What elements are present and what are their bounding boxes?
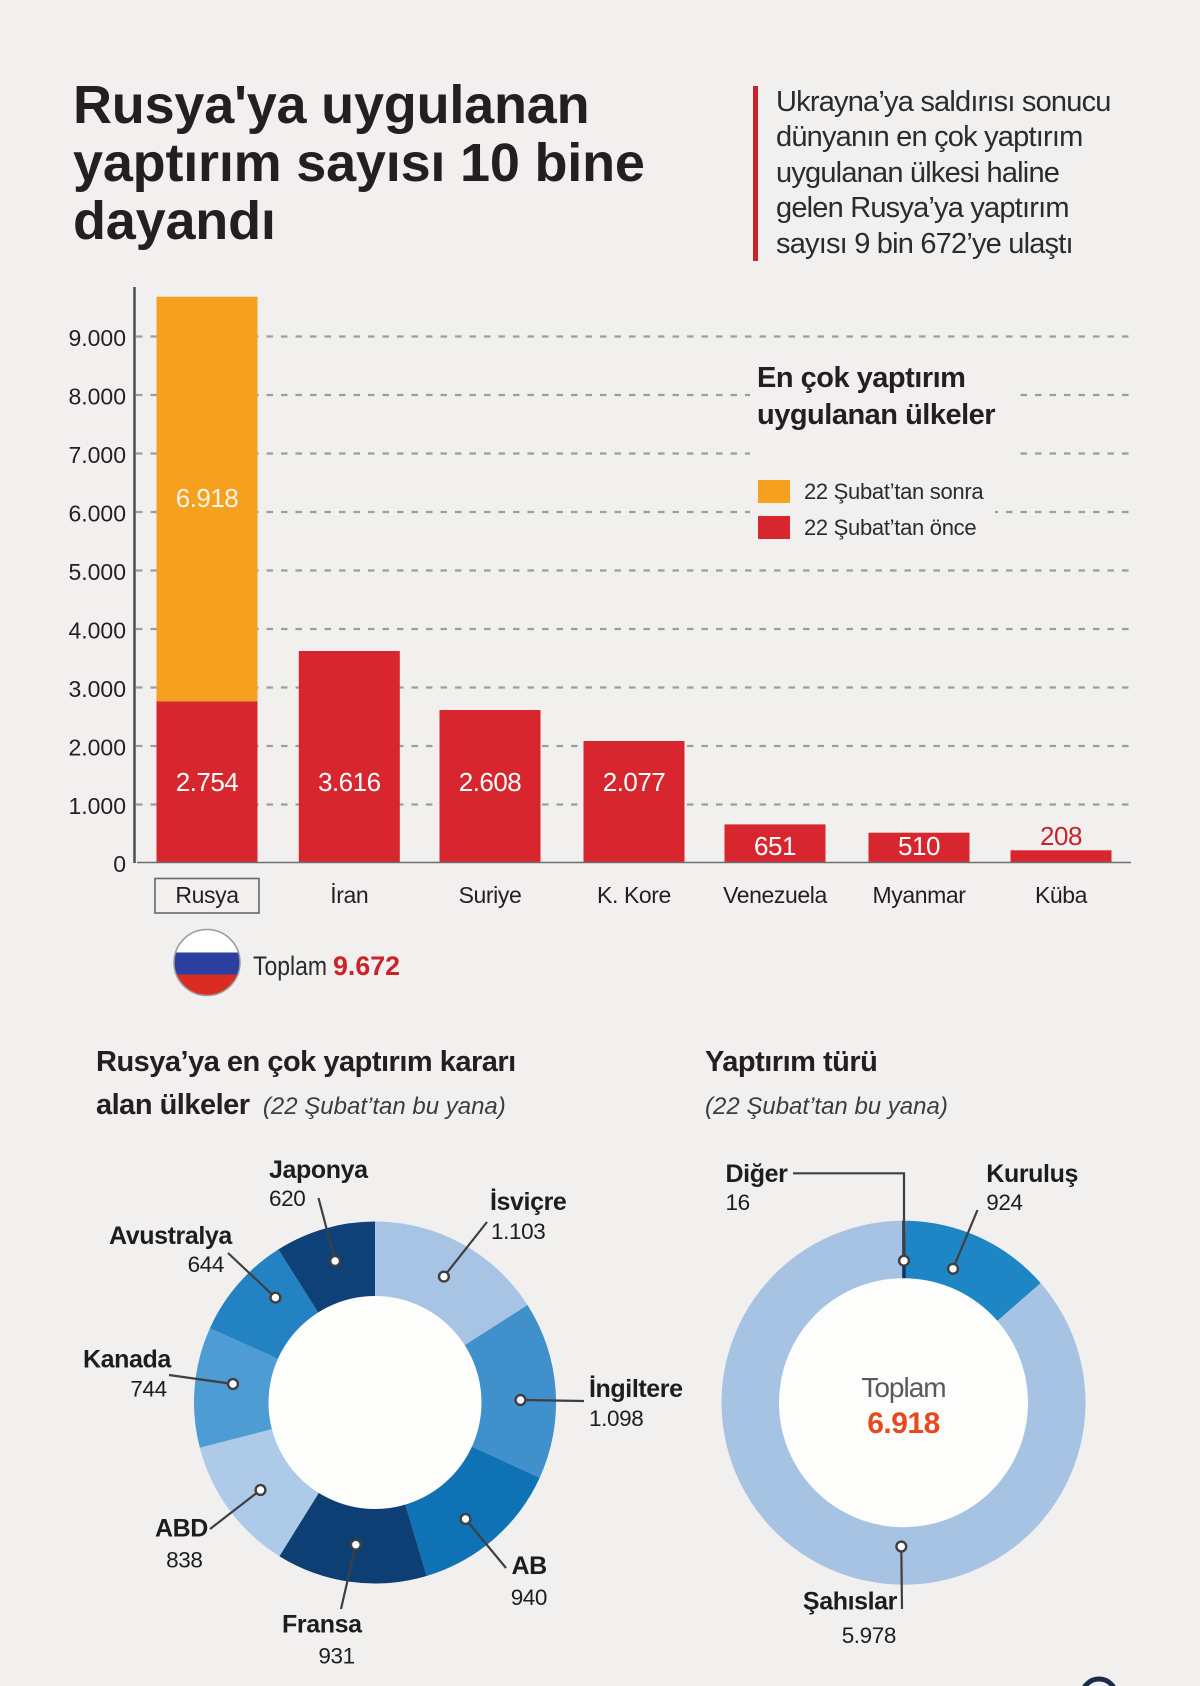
svg-text:644: 644 [188, 1252, 224, 1277]
svg-text:1.098: 1.098 [589, 1406, 643, 1431]
svg-text:924: 924 [986, 1190, 1022, 1215]
svg-text:Suriye: Suriye [459, 882, 522, 908]
svg-text:Avustralya: Avustralya [109, 1222, 233, 1250]
svg-text:ABD: ABD [155, 1515, 208, 1543]
svg-text:16: 16 [726, 1190, 750, 1215]
svg-text:Myanmar: Myanmar [872, 882, 966, 908]
svg-text:9.000: 9.000 [68, 325, 126, 351]
svg-text:Venezuela: Venezuela [723, 882, 827, 908]
svg-text:İran: İran [330, 882, 368, 908]
svg-text:5.000: 5.000 [68, 559, 126, 585]
svg-text:Fransa: Fransa [282, 1611, 363, 1639]
svg-text:7.000: 7.000 [68, 442, 126, 468]
svg-text:6.000: 6.000 [68, 501, 126, 527]
svg-text:Toplam: Toplam [253, 951, 327, 981]
svg-text:838: 838 [166, 1548, 202, 1573]
svg-text:620: 620 [269, 1186, 305, 1211]
svg-text:931: 931 [318, 1643, 354, 1668]
svg-text:6.918: 6.918 [176, 483, 239, 513]
svg-text:208: 208 [1040, 821, 1082, 851]
svg-text:Kuruluş: Kuruluş [986, 1160, 1078, 1188]
svg-text:651: 651 [754, 831, 796, 861]
svg-text:1.103: 1.103 [491, 1219, 545, 1244]
svg-text:744: 744 [130, 1377, 166, 1402]
svg-text:6.918: 6.918 [867, 1407, 940, 1440]
svg-text:Şahıslar: Şahıslar [803, 1588, 898, 1616]
svg-text:2.754: 2.754 [176, 767, 239, 797]
svg-text:Kanada: Kanada [83, 1346, 172, 1374]
svg-text:5.978: 5.978 [842, 1623, 896, 1648]
svg-text:İngiltere: İngiltere [589, 1375, 683, 1403]
svg-text:Küba: Küba [1035, 882, 1088, 908]
svg-text:4.000: 4.000 [68, 618, 126, 644]
svg-text:2.000: 2.000 [68, 735, 126, 761]
svg-text:8.000: 8.000 [68, 384, 126, 410]
svg-text:3.616: 3.616 [318, 767, 381, 797]
svg-text:Diğer: Diğer [726, 1160, 789, 1188]
svg-text:0: 0 [113, 851, 126, 877]
svg-text:K. Kore: K. Kore [597, 882, 671, 908]
svg-text:2.077: 2.077 [603, 767, 666, 797]
svg-text:3.000: 3.000 [68, 676, 126, 702]
svg-text:Toplam: Toplam [861, 1372, 945, 1403]
svg-text:İsviçre: İsviçre [490, 1188, 567, 1216]
svg-text:9.672: 9.672 [333, 951, 400, 981]
svg-text:940: 940 [511, 1585, 547, 1610]
svg-text:Japonya: Japonya [269, 1156, 369, 1184]
svg-text:1.000: 1.000 [68, 793, 126, 819]
svg-text:2.608: 2.608 [459, 767, 522, 797]
svg-text:Rusya: Rusya [175, 882, 239, 908]
svg-text:510: 510 [898, 831, 940, 861]
svg-text:AB: AB [512, 1552, 547, 1580]
